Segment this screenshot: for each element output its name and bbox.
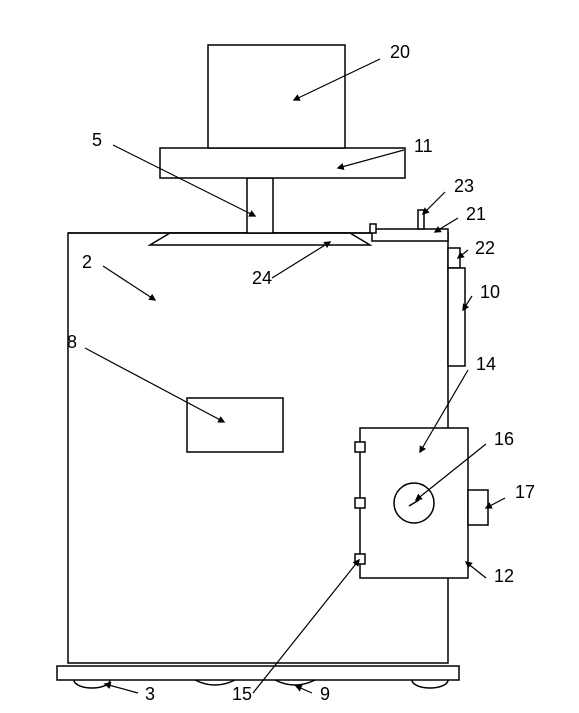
lid-trapezoid-24 — [150, 233, 370, 245]
stub-left — [370, 224, 376, 233]
label-14: 14 — [476, 354, 496, 374]
label-9: 9 — [320, 684, 330, 704]
leader-3 — [105, 684, 138, 693]
leader-23 — [423, 192, 445, 214]
bottom-rail — [57, 666, 459, 680]
peg-15-0 — [355, 442, 365, 452]
box-20 — [208, 45, 345, 148]
leader-12 — [466, 562, 486, 578]
label-12: 12 — [494, 566, 514, 586]
label-11: 11 — [414, 136, 433, 156]
label-2: 2 — [82, 252, 92, 272]
wheel-0 — [74, 680, 110, 688]
label-5: 5 — [92, 130, 102, 150]
label-3: 3 — [145, 684, 155, 704]
label-15: 15 — [232, 684, 252, 704]
label-22: 22 — [475, 238, 495, 258]
label-16: 16 — [494, 429, 514, 449]
leader-17 — [486, 498, 505, 508]
leader-9 — [296, 686, 312, 693]
panel-10 — [448, 268, 465, 366]
label-24: 24 — [252, 268, 272, 288]
wheel-1 — [412, 680, 448, 688]
label-21: 21 — [466, 204, 486, 224]
column-5 — [247, 178, 273, 233]
label-20: 20 — [390, 42, 410, 62]
label-10: 10 — [480, 282, 500, 302]
plate-11 — [160, 148, 405, 178]
label-8: 8 — [67, 332, 77, 352]
stub-23 — [418, 210, 424, 229]
tab-17 — [468, 490, 488, 525]
peg-15-1 — [355, 498, 365, 508]
label-17: 17 — [515, 482, 535, 502]
label-23: 23 — [454, 176, 474, 196]
